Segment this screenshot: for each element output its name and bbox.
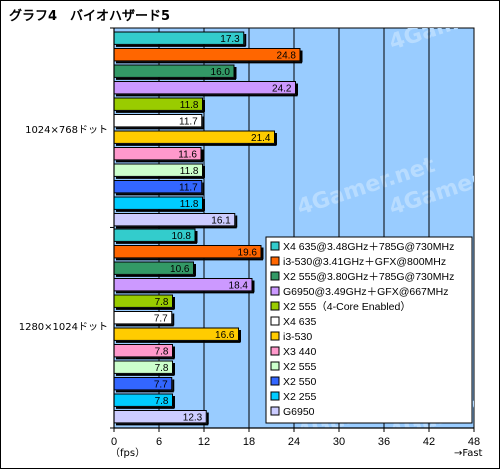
legend-swatch — [270, 406, 280, 416]
value-label: 7.8 — [155, 346, 169, 357]
value-label: 11.6 — [178, 149, 197, 160]
legend-swatch — [270, 391, 280, 401]
legend-swatch — [270, 256, 280, 266]
value-label: 16.0 — [211, 67, 231, 78]
x-tick-label: 18 — [243, 436, 255, 448]
legend-entry: G6950@3.49GHz＋GFX@667MHz — [283, 286, 448, 298]
value-labels: 17.3 10.8 24.8 19.6 16.0 10.6 24.2 18.4 11.8 7.8 1… — [154, 34, 297, 423]
legend-swatch — [270, 376, 280, 386]
legend-entry: X4 635@3.48GHz＋785G@730MHz — [283, 241, 454, 253]
x-axis-unit-label: （fps） — [110, 447, 145, 459]
value-label: 10.6 — [170, 264, 190, 275]
legend-entry: X2 550 — [283, 376, 316, 388]
category-label: 1024×768ドット — [25, 125, 108, 136]
x-tick-label: 24 — [288, 436, 300, 448]
legend-entry: i3-530@3.41GHz＋GFX@800MHz — [283, 256, 446, 268]
x-tick-label: 6 — [156, 436, 162, 448]
value-label: 19.6 — [238, 247, 258, 258]
legend-entry: X2 555（4-Core Enabled） — [283, 301, 411, 313]
legend-swatch — [270, 316, 280, 326]
chart-title: グラフ4 バイオハザード5 — [9, 9, 171, 24]
value-label: 24.2 — [272, 83, 292, 94]
x-tick-label: 48 — [468, 436, 480, 448]
value-label: 16.1 — [211, 215, 231, 226]
value-label: 10.8 — [172, 231, 192, 242]
legend: X4 635@3.48GHz＋785G@730MHz i3-530@3.41GHz… — [265, 236, 473, 424]
bar — [113, 81, 296, 95]
legend-swatch — [270, 331, 280, 341]
value-label: 11.7 — [179, 116, 198, 127]
value-label: 12.3 — [183, 412, 203, 423]
value-label: 16.6 — [215, 330, 235, 341]
value-label: 18.4 — [229, 280, 249, 291]
x-tick-label: 30 — [333, 436, 345, 448]
category-label: 1280×1024ドット — [19, 322, 108, 333]
value-label: 7.7 — [154, 313, 168, 324]
value-label: 7.8 — [155, 363, 169, 374]
axes — [110, 27, 475, 432]
legend-entry: X3 440 — [283, 346, 316, 358]
value-label: 11.8 — [180, 199, 199, 210]
legend-swatch — [270, 286, 280, 296]
value-label: 7.8 — [155, 297, 169, 308]
legend-box — [265, 236, 473, 424]
value-label: 7.7 — [154, 379, 168, 390]
legend-swatch — [270, 361, 280, 371]
value-label: 21.4 — [251, 133, 271, 144]
value-label: 17.3 — [220, 34, 240, 45]
legend-entry: i3-530 — [283, 331, 312, 343]
value-label: 24.8 — [277, 50, 297, 61]
legend-entry: X2 555 — [283, 361, 316, 373]
bars-group — [113, 31, 303, 426]
value-label: 7.8 — [155, 396, 169, 407]
x-tick-label: 12 — [198, 436, 210, 448]
value-label: 11.8 — [180, 166, 199, 177]
value-label: 11.7 — [179, 182, 198, 193]
x-tick-labels: 0 6 12 18 24 30 36 42 48 — [111, 436, 480, 448]
legend-entry: X2 255 — [283, 391, 316, 403]
legend-entry: X4 635 — [283, 316, 316, 328]
legend-swatch — [270, 271, 280, 281]
x-tick-label: 36 — [378, 436, 390, 448]
x-tick-label: 42 — [423, 436, 435, 448]
legend-swatch — [270, 301, 280, 311]
category-labels: 1024×768ドット 1280×1024ドット — [19, 125, 108, 333]
legend-swatch — [270, 346, 280, 356]
legend-swatch — [270, 241, 280, 251]
legend-entry: G6950 — [283, 406, 315, 418]
bar — [113, 48, 301, 62]
legend-entry: X2 555@3.80GHz＋785G@730MHz — [283, 271, 454, 283]
x-axis-direction-label: →Fast — [454, 448, 483, 459]
value-label: 11.8 — [180, 100, 199, 111]
x-tick-label: 0 — [111, 436, 117, 448]
